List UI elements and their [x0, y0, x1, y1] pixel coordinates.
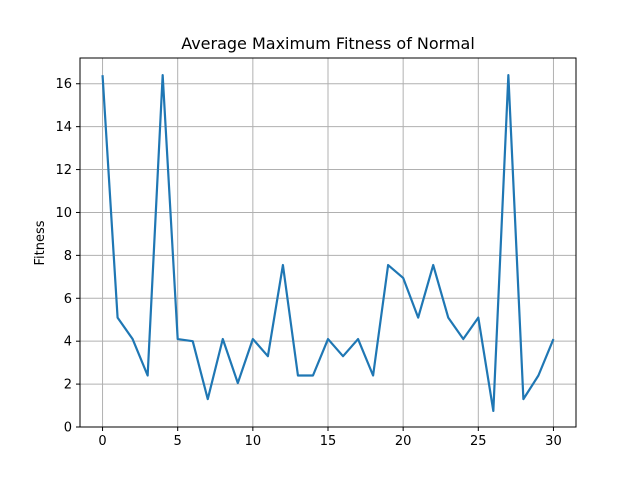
y-tick-label: 8 [64, 249, 72, 264]
x-tick-label: 15 [320, 434, 337, 449]
x-tick-label: 5 [174, 434, 182, 449]
x-tick-label: 0 [98, 434, 106, 449]
y-tick-label: 0 [64, 421, 72, 436]
y-tick-label: 4 [64, 335, 72, 350]
x-tick-label: 30 [545, 434, 562, 449]
y-tick-label: 16 [55, 77, 72, 92]
y-tick-label: 14 [55, 120, 72, 135]
y-tick-label: 2 [64, 378, 72, 393]
series-layer [101, 74, 555, 413]
y-tick-label: 12 [55, 163, 72, 178]
x-tick-label: 25 [470, 434, 487, 449]
x-tick-label: 20 [395, 434, 412, 449]
series-line [101, 74, 555, 413]
y-axis-title: Fitness [33, 220, 48, 265]
grid-layer [80, 58, 576, 428]
x-tick-label: 10 [245, 434, 262, 449]
y-tick-label: 10 [55, 206, 72, 221]
chart-title: Average Maximum Fitness of Normal [181, 34, 475, 53]
tick-layer: 0 5 10 15 20 25 30 0 2 4 6 8 10 12 14 16 [55, 77, 561, 449]
y-tick-label: 6 [64, 292, 72, 307]
